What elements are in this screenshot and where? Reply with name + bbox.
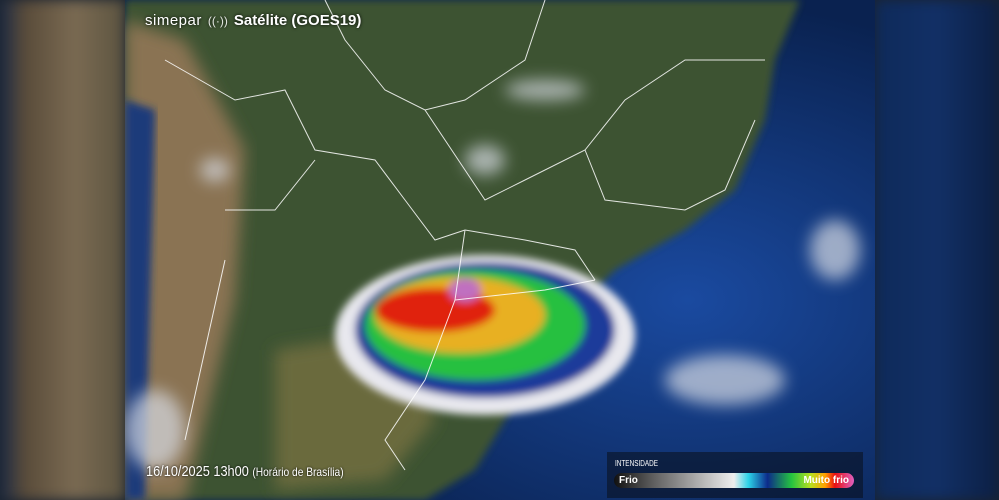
broadcast-signal-icon: ((·)) (207, 13, 228, 28)
andes-region (125, 20, 245, 500)
map-title: Satélite (GOES19) (233, 12, 362, 29)
clouds (125, 80, 860, 470)
borders (164, 0, 765, 471)
legend-high-label: Muito frio (803, 475, 849, 486)
storm-system (335, 255, 635, 415)
satellite-map[interactable] (125, 0, 875, 500)
header: simepar ((·)) Satélite (GOES19) (145, 12, 361, 29)
timestamp: 16/10/2025 13h00 (Horário de Brasília) (146, 463, 344, 480)
legend-low-label: Frio (619, 475, 638, 486)
legend-title: INTENSIDADE (615, 459, 659, 468)
intensity-legend: INTENSIDADE Frio Muito frio (607, 452, 863, 498)
legend-color-bar (614, 473, 854, 488)
satellite-imagery (125, 0, 875, 500)
blurred-background-left (0, 0, 125, 500)
simepar-logo: simepar (145, 12, 202, 29)
timestamp-datetime: 16/10/2025 13h00 (146, 463, 249, 480)
timestamp-timezone: (Horário de Brasília) (252, 465, 344, 479)
blurred-background-right (875, 0, 999, 500)
